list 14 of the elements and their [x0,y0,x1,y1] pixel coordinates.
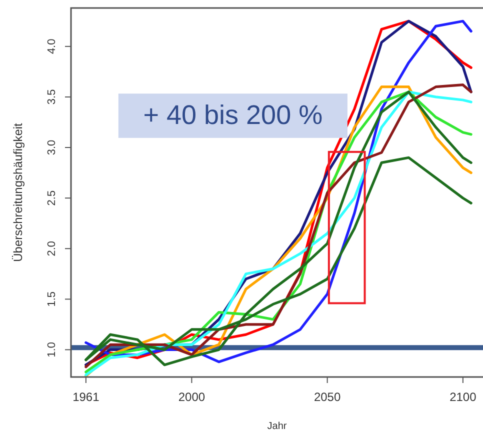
annotation: + 40 bis 200 % [143,100,323,130]
y-tick-label: 1.0 [46,342,58,358]
y-axis-title: Überschreitungshäufigkeit [11,122,25,262]
x-tick-label: 1961 [72,390,100,404]
y-tick-label: 3.5 [46,89,58,105]
x-tick-label: 2100 [450,390,477,404]
y-tick-label: 2.0 [46,240,58,256]
x-tick-label: 2050 [314,390,341,404]
x-tick-label: 2000 [178,390,206,404]
y-tick-label: 2.5 [46,190,58,206]
y-tick-label: 1.5 [46,292,58,307]
y-tick-label: 3.0 [46,140,58,156]
y-tick-label: 4.0 [46,38,58,54]
x-axis-title: Jahr [267,421,288,432]
